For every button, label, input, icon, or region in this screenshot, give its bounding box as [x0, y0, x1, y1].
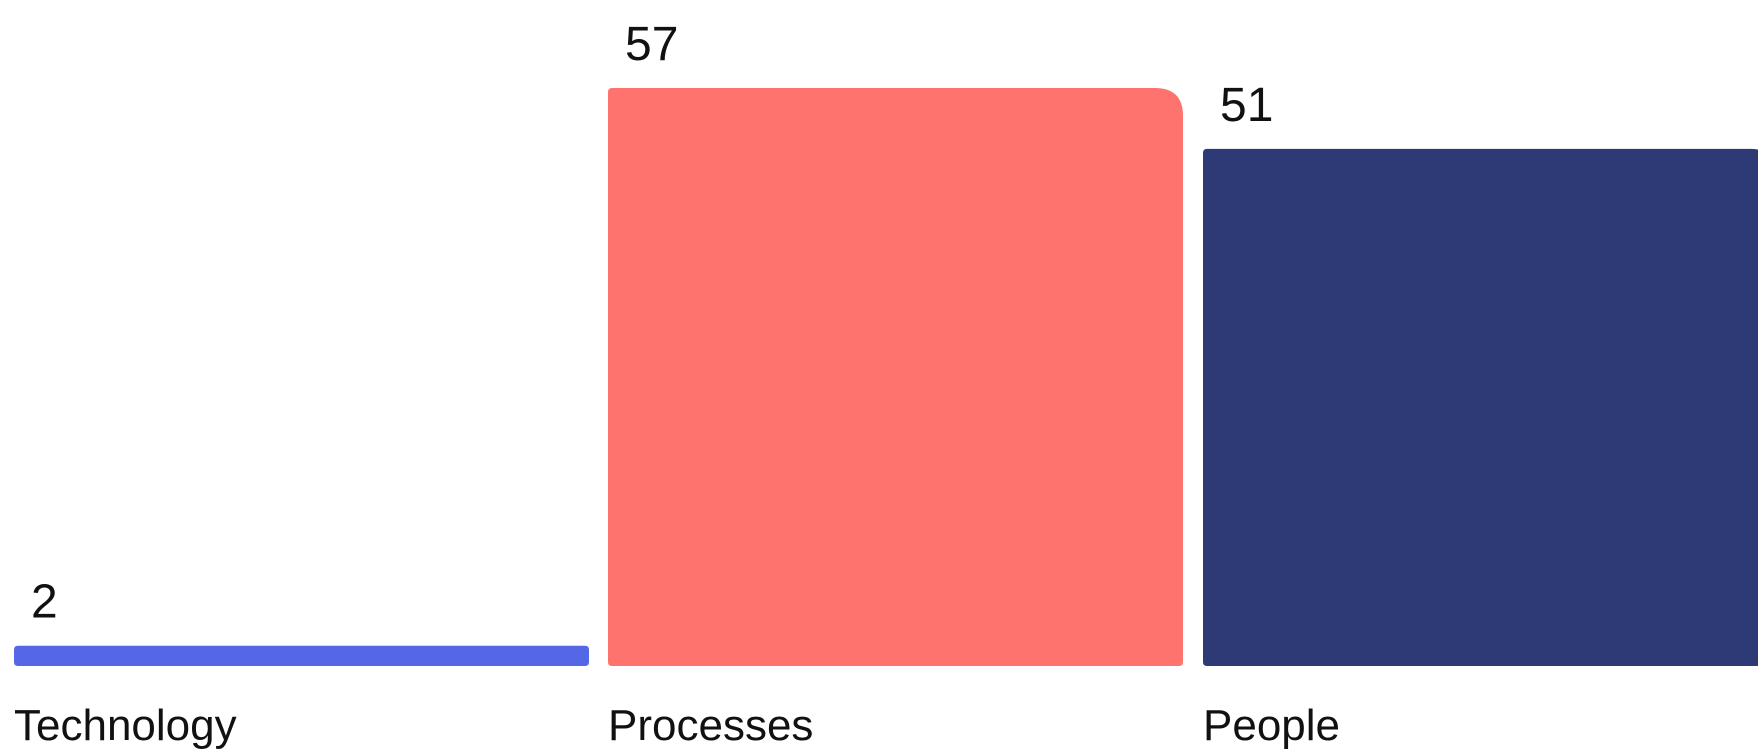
category-label-technology: Technology — [14, 701, 237, 750]
bars-group — [14, 88, 1758, 666]
bar-people — [1203, 148, 1758, 666]
bar-technology — [14, 645, 589, 666]
value-label-people: 51 — [1220, 79, 1273, 132]
category-labels-group: Technology Processes People — [14, 701, 1340, 750]
value-labels-group: 2 57 51 — [31, 18, 1273, 629]
value-label-technology: 2 — [31, 576, 58, 629]
category-label-processes: Processes — [608, 701, 813, 750]
category-label-people: People — [1203, 701, 1340, 750]
bar-processes — [608, 88, 1183, 666]
value-label-processes: 57 — [625, 18, 678, 71]
